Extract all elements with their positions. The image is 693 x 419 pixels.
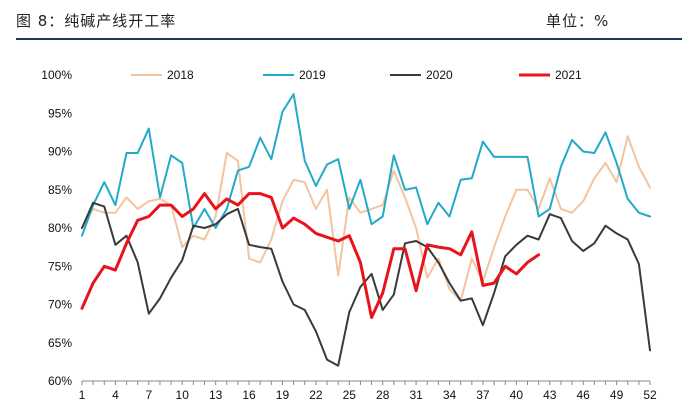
x-tick-label: 16 xyxy=(242,388,256,402)
y-tick-label: 60% xyxy=(48,374,72,388)
y-tick-label: 80% xyxy=(48,221,72,235)
unit-label: 单位：% xyxy=(546,12,610,30)
series-line-2021 xyxy=(80,192,541,319)
legend-label-2019: 2019 xyxy=(299,68,326,82)
x-tick-label: 43 xyxy=(543,388,557,402)
series-line-2018 xyxy=(81,135,651,302)
x-tick-label: 31 xyxy=(409,388,423,402)
y-axis-tick-labels: 60% 65% 70% 75% 80% 85% 90% 95% 100% xyxy=(41,68,72,388)
y-tick-label: 95% xyxy=(48,106,72,120)
y-tick-label: 65% xyxy=(48,336,72,350)
series-line-2019 xyxy=(81,93,651,237)
x-tick-label: 22 xyxy=(309,388,323,402)
x-axis: 1 4 7 10 13 16 19 22 25 28 31 34 37 40 43 46 49 52 xyxy=(79,380,657,402)
legend: 2018 2019 2020 2021 xyxy=(131,68,582,82)
figure-header: 图 8：纯碱产线开工率 单位：% xyxy=(0,0,693,40)
header-rule xyxy=(16,38,682,40)
x-tick-label: 7 xyxy=(145,388,152,402)
line-chart: 60% 65% 70% 75% 80% 85% 90% 95% 100% 1 4 7 10 13 16 19… xyxy=(41,68,657,402)
legend-label-2021: 2021 xyxy=(555,68,582,82)
x-tick-label: 46 xyxy=(576,388,590,402)
x-tick-label: 40 xyxy=(510,388,524,402)
y-tick-label: 70% xyxy=(48,298,72,312)
x-tick-label: 28 xyxy=(376,388,390,402)
x-tick-label: 34 xyxy=(443,388,457,402)
series-line-2020 xyxy=(81,201,651,367)
x-tick-label: 52 xyxy=(643,388,657,402)
x-tick-label: 4 xyxy=(112,388,119,402)
y-tick-label: 85% xyxy=(48,183,72,197)
legend-label-2018: 2018 xyxy=(167,68,194,82)
x-tick-label: 1 xyxy=(79,388,86,402)
series-layer xyxy=(80,93,651,367)
x-tick-label: 37 xyxy=(476,388,490,402)
x-tick-label: 13 xyxy=(209,388,223,402)
x-tick-label: 19 xyxy=(276,388,290,402)
x-tick-label: 25 xyxy=(343,388,357,402)
y-tick-label: 90% xyxy=(48,145,72,159)
x-tick-label: 49 xyxy=(610,388,624,402)
legend-label-2020: 2020 xyxy=(426,68,453,82)
x-tick-label: 10 xyxy=(176,388,190,402)
y-tick-label: 75% xyxy=(48,259,72,273)
y-tick-label: 100% xyxy=(41,68,72,82)
figure-title: 图 8：纯碱产线开工率 xyxy=(16,12,177,30)
